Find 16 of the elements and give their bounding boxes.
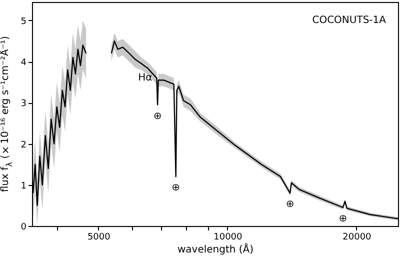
x-tick-label: 20000 — [342, 232, 372, 242]
annotation: ⊕ — [286, 199, 294, 210]
x-axis-title: wavelength (Å) — [177, 242, 254, 256]
annotation: ⊕ — [172, 182, 180, 194]
x-tick-label: 10000 — [214, 232, 243, 242]
y-tick-label: 0 — [20, 222, 27, 232]
y-tick-label: 5 — [20, 16, 26, 27]
y-tick-label: 4 — [20, 58, 27, 68]
annotation: COCONUTS-1A — [312, 15, 386, 26]
x-tick-label: 5000 — [87, 232, 111, 242]
y-tick-label: 3 — [20, 99, 26, 110]
y-tick-label: 2 — [20, 140, 26, 150]
annotation: ⊕ — [153, 110, 162, 122]
annotation: Hα — [138, 72, 153, 84]
annotation: ⊕ — [338, 214, 348, 225]
y-tick-label: 1 — [20, 181, 26, 192]
